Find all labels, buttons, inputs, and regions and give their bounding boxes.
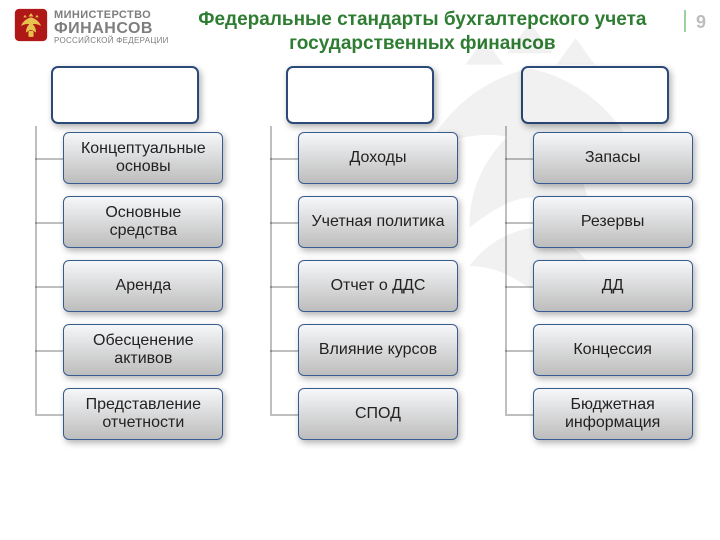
tree-row: Запасы xyxy=(485,126,705,190)
ministry-line2: ФИНАНСОВ xyxy=(54,21,169,37)
slide-title: Федеральные стандарты бухгалтерского уче… xyxy=(175,8,670,56)
diagram-column: Запасы Резервы ДД Концессия Бюджетная информ… xyxy=(485,66,705,446)
tree-row: ДД xyxy=(485,254,705,318)
item-box: Влияние курсов xyxy=(298,324,458,376)
item-box: СПОД xyxy=(298,388,458,440)
tree-row: Основные средства xyxy=(15,190,235,254)
item-box: Запасы xyxy=(533,132,693,184)
item-box: Аренда xyxy=(63,260,223,312)
column-tree: Запасы Резервы ДД Концессия Бюджетная информ… xyxy=(485,126,705,446)
tree-row: Влияние курсов xyxy=(250,318,470,382)
tree-row: Резервы xyxy=(485,190,705,254)
item-box: ДД xyxy=(533,260,693,312)
item-box: Учетная политика xyxy=(298,196,458,248)
item-box: Отчет о ДДС xyxy=(298,260,458,312)
tree-row: Обесценение активов xyxy=(15,318,235,382)
item-box: Концептуальные основы xyxy=(63,132,223,184)
tree-row: Бюджетная информация xyxy=(485,382,705,446)
item-box: Бюджетная информация xyxy=(533,388,693,440)
diagram-column: Концептуальные основы Основные средства Ар… xyxy=(15,66,235,446)
diagram-columns: Концептуальные основы Основные средства Ар… xyxy=(0,66,720,446)
item-box: Резервы xyxy=(533,196,693,248)
column-header-box xyxy=(51,66,199,124)
tree-row: Доходы xyxy=(250,126,470,190)
column-header-box xyxy=(521,66,669,124)
russia-coat-of-arms-icon xyxy=(14,8,48,42)
tree-row: Отчет о ДДС xyxy=(250,254,470,318)
column-header-box xyxy=(286,66,434,124)
tree-row: Учетная политика xyxy=(250,190,470,254)
item-box: Концессия xyxy=(533,324,693,376)
column-tree: Концептуальные основы Основные средства Ар… xyxy=(15,126,235,446)
column-tree: Доходы Учетная политика Отчет о ДДС Влияние… xyxy=(250,126,470,446)
item-box: Доходы xyxy=(298,132,458,184)
ministry-line3: РОССИЙСКОЙ ФЕДЕРАЦИИ xyxy=(54,37,169,45)
item-box: Основные средства xyxy=(63,196,223,248)
tree-row: Аренда xyxy=(15,254,235,318)
page-number: 9 xyxy=(676,8,706,33)
item-box: Обесценение активов xyxy=(63,324,223,376)
diagram-column: Доходы Учетная политика Отчет о ДДС Влияние… xyxy=(250,66,470,446)
item-box: Представление отчетности xyxy=(63,388,223,440)
tree-row: Представление отчетности xyxy=(15,382,235,446)
slide-header: МИНИСТЕРСТВО ФИНАНСОВ РОССИЙСКОЙ ФЕДЕРАЦ… xyxy=(0,0,720,66)
tree-row: Концептуальные основы xyxy=(15,126,235,190)
tree-row: Концессия xyxy=(485,318,705,382)
ministry-block: МИНИСТЕРСТВО ФИНАНСОВ РОССИЙСКОЙ ФЕДЕРАЦ… xyxy=(54,10,169,45)
tree-row: СПОД xyxy=(250,382,470,446)
